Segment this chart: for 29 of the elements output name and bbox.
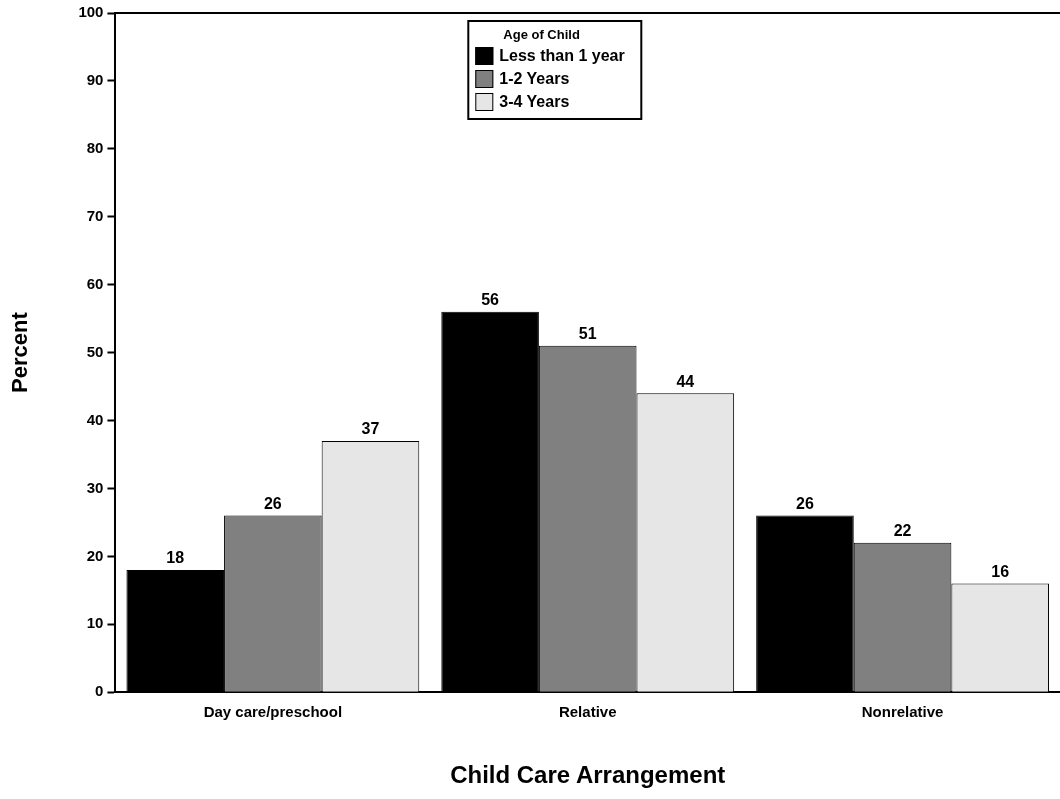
data-label: 26 (796, 495, 814, 513)
data-label: 56 (481, 291, 500, 309)
data-label: 16 (991, 562, 1010, 580)
y-tick-label: 100 (78, 3, 104, 21)
x-tick-label: Nonrelative (861, 703, 944, 721)
y-tick-label: 60 (86, 274, 104, 292)
data-label: 18 (166, 549, 185, 567)
y-tick-label: 40 (86, 410, 104, 428)
data-label: 51 (578, 325, 597, 343)
y-tick-label: 50 (86, 342, 104, 360)
y-tick-label: 90 (86, 71, 104, 89)
y-tick-label: 30 (86, 478, 104, 496)
y-tick-label: 70 (86, 206, 104, 224)
data-label: 37 (361, 420, 380, 438)
data-label: 26 (263, 495, 282, 513)
x-tick-label: Day care/preschool (203, 703, 343, 721)
legend-label: 1-2 Years (499, 69, 570, 89)
data-label: 44 (676, 372, 695, 390)
x-tick-label: Relative (558, 703, 617, 721)
y-tick-label: 80 (86, 138, 104, 156)
legend-label: 3-4 Years (499, 92, 570, 112)
y-tick-label: 10 (86, 614, 104, 632)
legend-label: Less than 1 year (499, 46, 625, 66)
data-label: 22 (893, 522, 912, 540)
legend-title: Age of Child (502, 27, 581, 42)
y-tick-label: 20 (86, 546, 104, 564)
x-axis-title: Child Care Arrangement (450, 761, 726, 789)
y-tick-label: 0 (95, 682, 104, 700)
y-axis-title: Percent (7, 311, 33, 393)
